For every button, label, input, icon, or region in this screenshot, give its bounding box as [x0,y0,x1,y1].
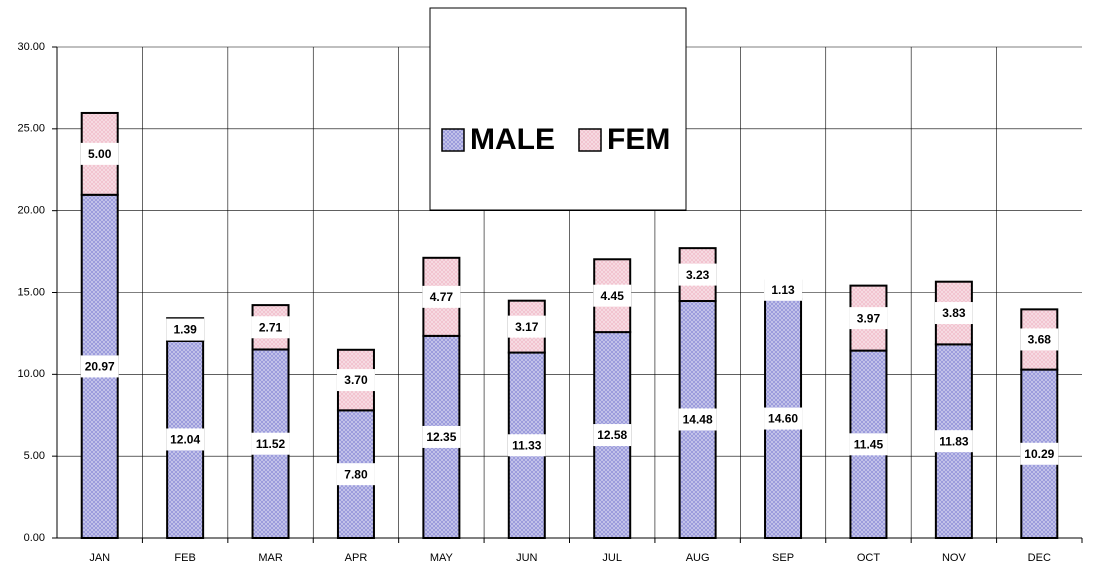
value-label: 12.35 [426,430,456,444]
value-label: 3.97 [857,311,881,325]
value-label: 10.29 [1024,447,1054,461]
value-label: 11.52 [256,437,286,451]
y-tick-label: 25.00 [17,123,45,135]
y-tick-label: 0.00 [24,532,45,544]
value-label: 1.13 [771,283,795,297]
y-tick-label: 30.00 [17,41,45,53]
value-label: 3.23 [686,268,710,282]
y-tick-label: 15.00 [17,286,45,298]
value-label-box [593,284,632,307]
value-label: 4.45 [601,289,625,303]
value-label-box [1020,328,1059,351]
value-label-box [764,278,803,301]
x-tick-label: JUN [516,552,537,564]
value-label-box [678,408,717,431]
x-tick-label: OCT [857,552,881,564]
value-label: 7.80 [344,467,368,481]
legend-swatch [578,128,602,152]
value-label-box [934,302,973,325]
value-label: 11.33 [512,438,542,452]
value-label: 12.58 [597,428,627,442]
value-label-box [678,263,717,286]
x-tick-label: MAY [430,552,454,564]
value-label-box [166,428,205,451]
value-label-box [422,285,461,308]
value-label-box [764,407,803,430]
legend: MALE FEM [429,7,687,211]
legend-label: FEM [607,123,670,156]
value-label-box [1020,442,1059,465]
value-label-box [507,315,546,338]
value-label-box [336,463,375,486]
value-label: 14.60 [768,412,798,426]
y-tick-label: 5.00 [24,450,45,462]
x-tick-label: JUL [602,552,622,564]
value-label: 1.39 [173,323,197,337]
value-label-box [166,318,205,341]
value-label: 20.97 [85,360,115,374]
value-label-box [80,142,119,165]
value-label-box [336,369,375,392]
value-label-box [849,307,888,330]
value-label: 12.04 [170,433,200,447]
value-label: 5.00 [88,147,112,161]
x-tick-label: DEC [1028,552,1051,564]
x-tick-label: SEP [772,552,794,564]
x-tick-label: JAN [89,552,110,564]
value-label: 14.48 [683,413,713,427]
value-label: 3.17 [515,320,539,334]
value-label: 3.68 [1028,333,1052,347]
legend-swatch [441,128,465,152]
x-tick-label: APR [345,552,368,564]
value-label-box [593,424,632,447]
legend-box [429,7,687,211]
legend-label: MALE [470,123,555,156]
value-label: 11.83 [939,434,969,448]
value-label: 2.71 [259,320,283,334]
x-tick-label: MAR [258,552,283,564]
value-label-box [422,425,461,448]
value-label-box [251,316,290,339]
x-tick-label: AUG [686,552,710,564]
value-label: 3.83 [942,306,966,320]
value-label: 4.77 [430,290,454,304]
x-tick-label: NOV [942,552,967,564]
value-label: 3.70 [344,373,368,387]
value-label-box [849,433,888,456]
value-label-box [251,432,290,455]
y-tick-label: 10.00 [17,368,45,380]
y-tick-label: 20.00 [17,205,45,217]
value-label-box [934,430,973,453]
value-label-box [507,434,546,457]
value-label-box [80,355,119,378]
x-tick-label: FEB [174,552,195,564]
value-label: 11.45 [854,437,884,451]
